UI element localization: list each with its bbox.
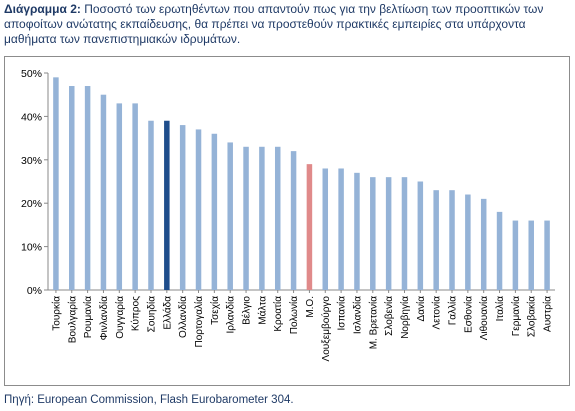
bar	[211, 133, 218, 290]
bar	[274, 146, 281, 290]
bar	[528, 220, 534, 290]
chart-frame: 0% 10% 20% 30% 40% 50% Τουρκία Βουλγαρία Ρουμανί…	[4, 56, 570, 386]
bar	[179, 125, 186, 290]
y-tick-label: 0%	[27, 285, 42, 297]
figure-caption: Διάγραμμα 2: Ποσοστό των ερωτηθέντων που…	[4, 2, 570, 47]
x-tick-label: Βουλγαρία	[66, 296, 78, 343]
caption-lead: Διάγραμμα 2:	[4, 2, 81, 16]
x-tick-label: Εσθονία	[462, 296, 474, 333]
y-tick-label: 20%	[21, 198, 42, 210]
x-tick-label: Μάλτα	[256, 296, 268, 325]
x-tick-label: Τσεχία	[209, 296, 221, 325]
bar	[84, 86, 91, 290]
bar	[496, 211, 503, 290]
y-tick-label: 10%	[21, 242, 42, 254]
bar	[53, 77, 59, 290]
x-tick-label: Σουηδία	[145, 296, 157, 333]
x-tick-label: Φινλανδία	[98, 296, 110, 341]
bar	[290, 151, 297, 290]
bar	[306, 164, 313, 290]
bar	[512, 220, 519, 290]
bar	[480, 198, 487, 290]
bar	[116, 103, 123, 290]
bar	[433, 190, 439, 290]
bar	[164, 120, 170, 290]
bar	[227, 142, 233, 290]
x-tick-label: Μ. Βρετανία	[367, 296, 379, 350]
bar	[243, 146, 249, 290]
x-tick-label: Ισλανδία	[351, 296, 363, 334]
caption-text: Ποσοστό των ερωτηθέντων που απαντούν πως…	[4, 2, 544, 46]
x-tick-label: Σλοβενία	[383, 296, 395, 336]
x-tick-label: Ισπανία	[336, 296, 348, 331]
x-tick-label: Ιταλία	[494, 296, 506, 322]
x-tick-label: Βέλγιο	[241, 296, 253, 325]
x-tick-label: Γαλλία	[447, 296, 459, 326]
bar	[132, 103, 138, 290]
bar	[385, 177, 392, 290]
x-tick-label: Πολωνία	[288, 296, 300, 334]
x-tick-label: Σλοβακία	[526, 296, 538, 337]
bar	[100, 94, 107, 290]
x-tick-label: Ιρλανδία	[225, 296, 237, 334]
x-tick-label: Τουρκία	[50, 296, 62, 331]
x-tick-label: Πορτογαλία	[193, 296, 205, 348]
bar	[417, 181, 424, 290]
bar	[465, 194, 471, 290]
source-note: Πηγή: European Commission, Flash Eurobar…	[4, 394, 294, 406]
bar	[259, 146, 265, 290]
x-tick-label: Λουξεμβούργο	[320, 296, 332, 362]
bar	[148, 120, 154, 290]
bar	[354, 172, 360, 290]
x-tick-label: Κύπρος	[130, 296, 142, 331]
bar	[370, 177, 376, 290]
bar	[338, 168, 344, 290]
x-tick-label: Νορβηγία	[399, 296, 411, 339]
x-tick-label: Ολλανδία	[177, 296, 189, 338]
bar	[69, 86, 75, 290]
x-tick-label: Αυστρία	[542, 296, 554, 332]
y-tick-label: 30%	[21, 155, 42, 167]
x-tick-label: Γερμανία	[510, 296, 522, 336]
bar	[401, 177, 408, 290]
bar	[544, 220, 550, 290]
x-tick-label: Λετονία	[431, 296, 443, 330]
x-tick-label: Ελλάδα	[161, 296, 173, 330]
bar-chart: 0% 10% 20% 30% 40% 50% Τουρκία Βουλγαρία Ρουμανί…	[21, 68, 555, 362]
x-tick-label: Ρουμανία	[82, 296, 94, 338]
x-tick-label: Λιθουανία	[478, 296, 490, 340]
x-tick-label: Ουγγαρία	[114, 296, 126, 339]
bar	[322, 168, 329, 290]
x-tick-label: Δανία	[415, 296, 427, 322]
y-tick-label: 40%	[21, 111, 42, 123]
bar	[449, 190, 455, 290]
y-tick-label: 50%	[21, 68, 42, 80]
bar	[195, 129, 202, 290]
x-tick-label: Μ.Ο.	[305, 296, 316, 318]
x-tick-label: Κροατία	[272, 296, 284, 332]
